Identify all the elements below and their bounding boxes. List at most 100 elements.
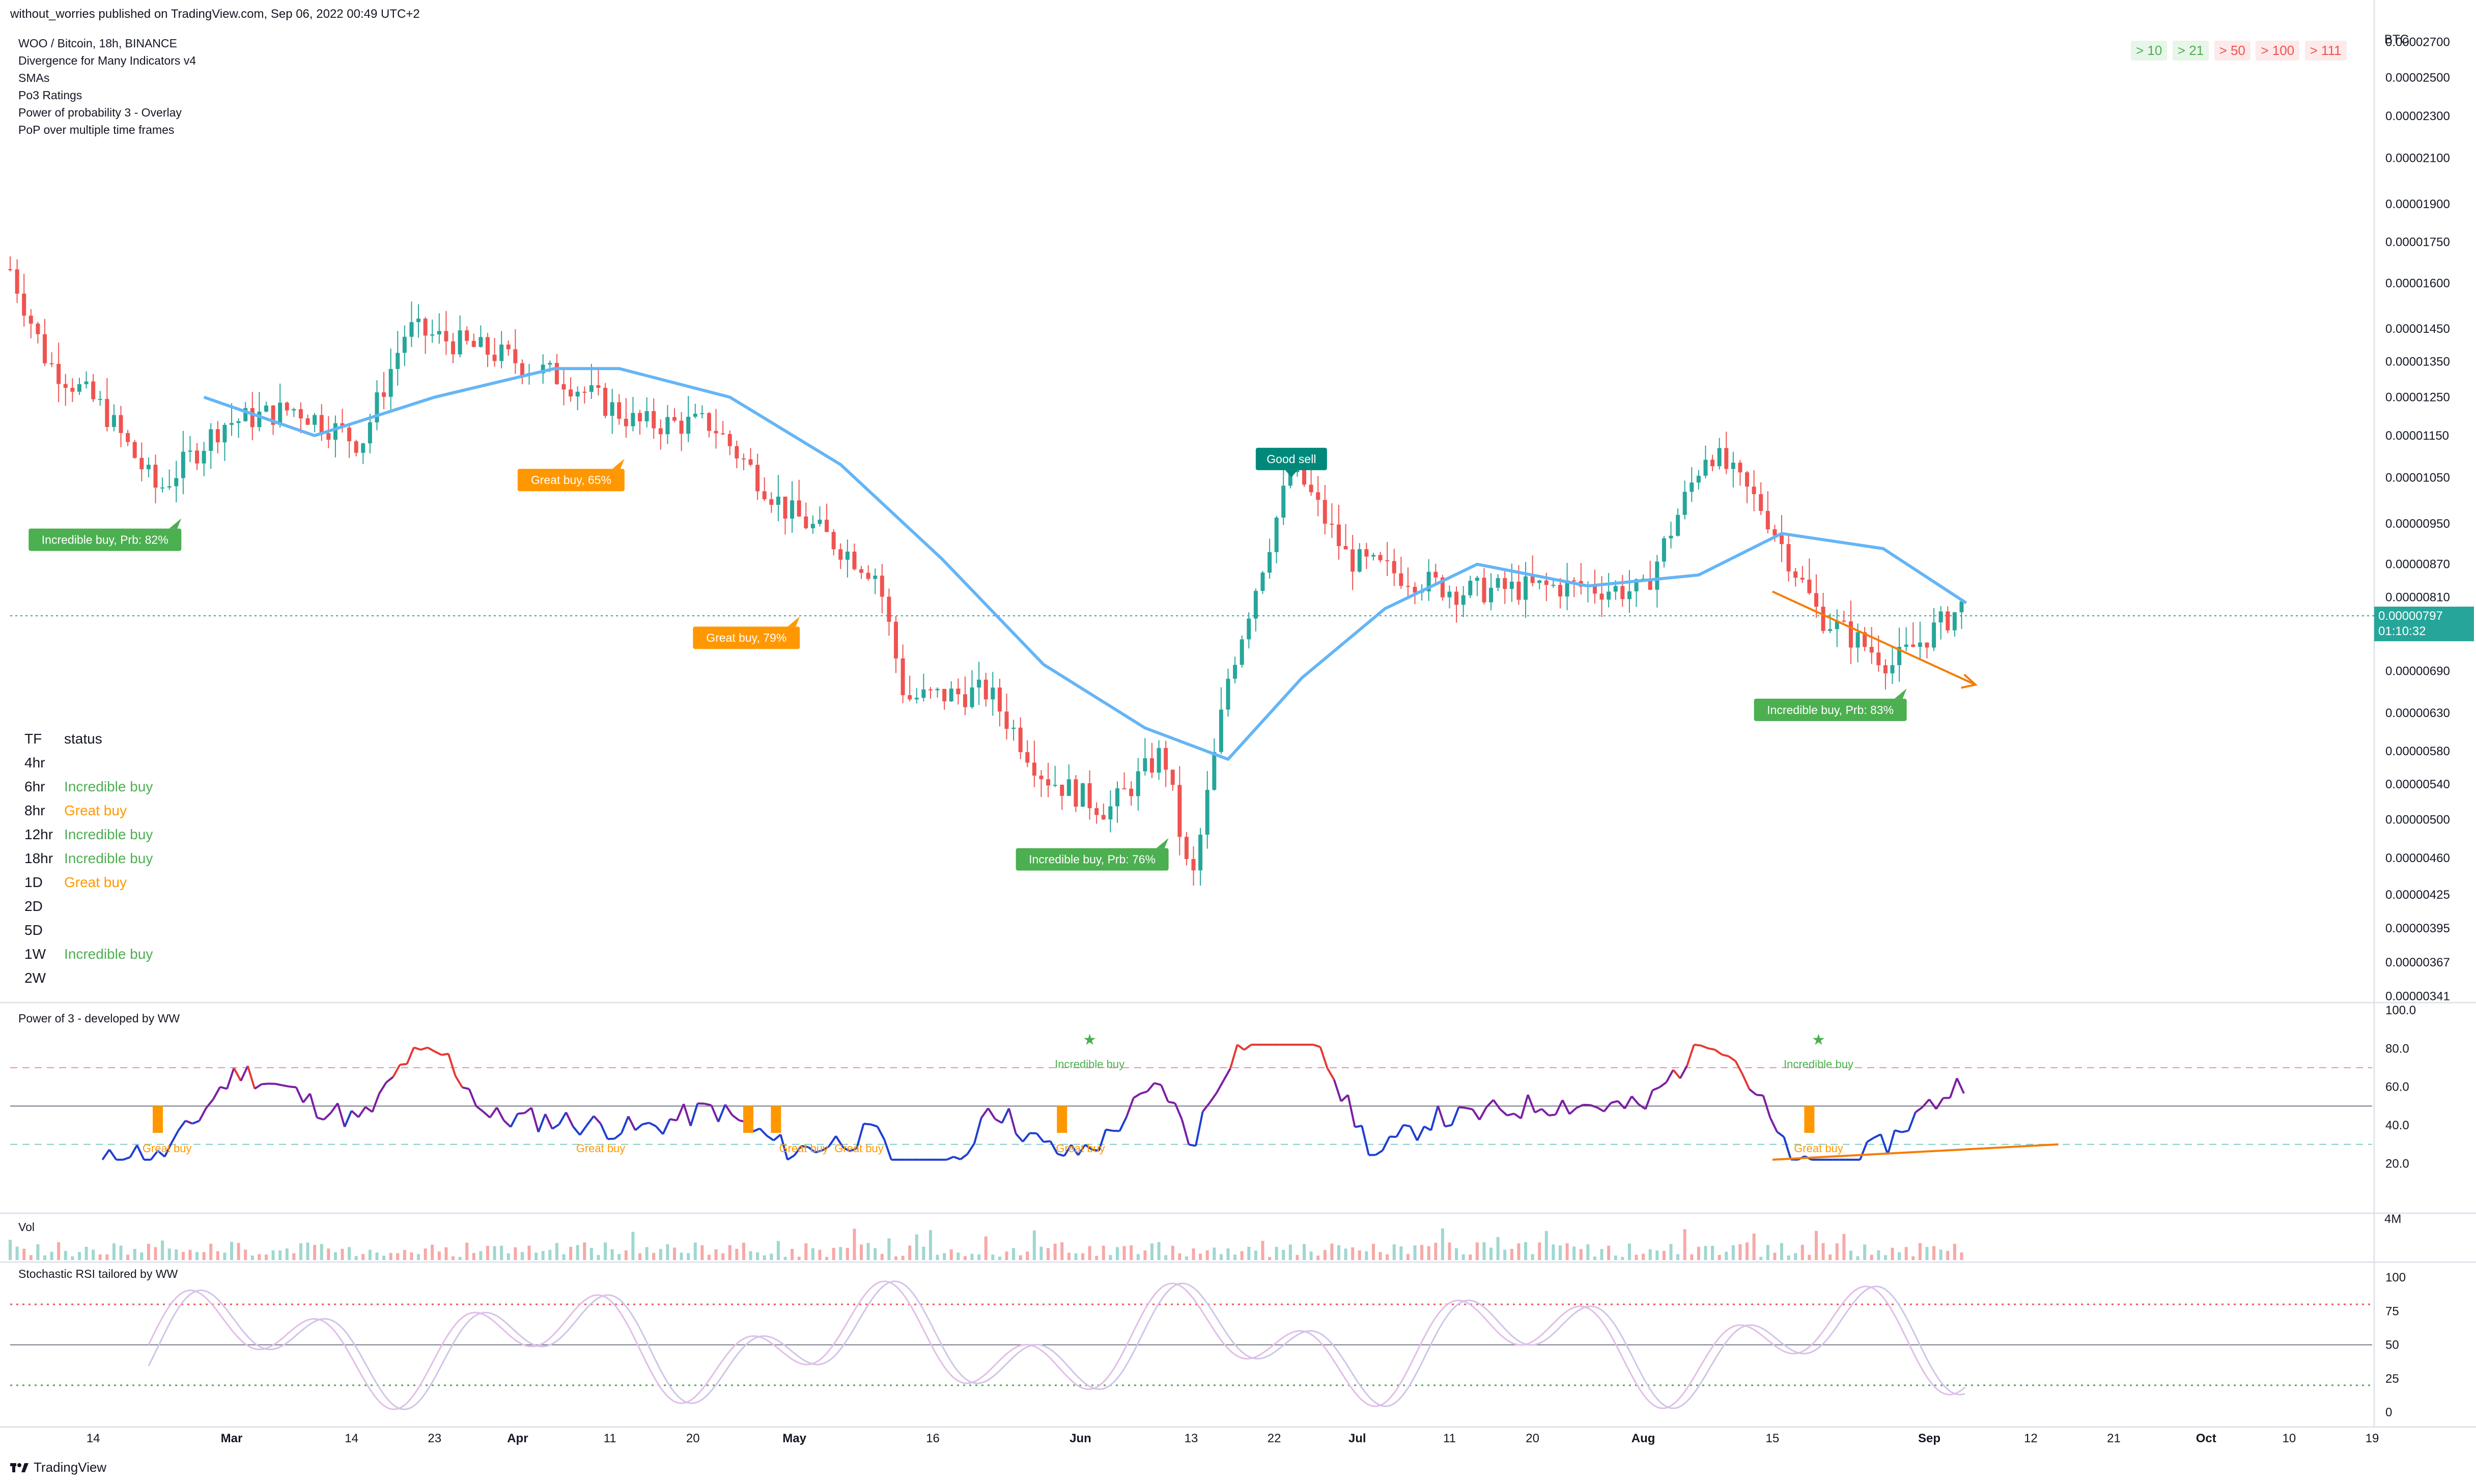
candle-body — [36, 323, 40, 334]
po3-line-segment — [1935, 1097, 1944, 1110]
indicator-name[interactable]: SMAs — [18, 71, 50, 84]
volume-bar — [465, 1242, 469, 1260]
po3-line-segment — [620, 1116, 630, 1134]
volume-bar — [354, 1256, 358, 1260]
volume-bar — [770, 1253, 773, 1260]
po3-line-segment — [129, 1145, 138, 1158]
volume-bar — [452, 1256, 455, 1260]
po3-line-segment — [1513, 1112, 1522, 1120]
po3-line-segment — [1520, 1094, 1529, 1119]
volume-bar — [1773, 1252, 1777, 1260]
volume-bar — [1669, 1244, 1673, 1260]
candle-body — [914, 698, 919, 700]
volume-bar — [126, 1254, 130, 1260]
indicator-name[interactable]: PoP over multiple time frames — [18, 123, 175, 136]
candle-body — [29, 316, 33, 324]
po3-line-segment — [406, 1047, 415, 1065]
candle-body — [845, 551, 850, 560]
po3-line-segment — [613, 1132, 623, 1140]
candle-body — [852, 551, 857, 569]
volume-bar — [493, 1246, 496, 1260]
volume-bar — [195, 1252, 199, 1260]
tf-cell: 1W — [24, 946, 46, 962]
candle-body — [1627, 591, 1631, 600]
candle-body — [499, 345, 504, 361]
volume-bar — [1510, 1248, 1513, 1260]
po3-line-segment — [441, 1052, 449, 1056]
vol-title[interactable]: Vol — [18, 1220, 35, 1234]
po3-line-segment — [1319, 1046, 1329, 1069]
po3-line-segment — [662, 1119, 671, 1135]
candle-body — [1828, 629, 1833, 631]
x-axis-label: 16 — [926, 1432, 940, 1445]
volume-bar — [264, 1254, 268, 1260]
volume-bar — [846, 1247, 849, 1260]
candle-body — [375, 392, 379, 422]
po3-tick-label: 80.0 — [2385, 1042, 2409, 1055]
po3-line-segment — [517, 1112, 525, 1115]
candle-body — [1911, 644, 1916, 647]
volume-bar — [444, 1247, 448, 1260]
signal-callout-text: Great buy, 79% — [706, 631, 786, 644]
candle-body — [804, 516, 808, 528]
candle-body — [1164, 748, 1168, 770]
candle-body — [977, 679, 981, 688]
po3-line-segment — [524, 1107, 532, 1114]
indicator-name[interactable]: Power of probability 3 - Overlay — [18, 106, 182, 119]
callout-tail — [612, 459, 625, 469]
po3-line-segment — [980, 1107, 989, 1119]
candle-body — [188, 450, 192, 452]
x-axis-label: 21 — [2107, 1432, 2121, 1445]
po3-line-segment — [1409, 1126, 1418, 1141]
volume-bar — [1496, 1237, 1500, 1260]
candle-body — [77, 384, 81, 392]
candle-body — [859, 569, 864, 573]
candle-body — [1046, 779, 1051, 786]
candle-body — [624, 418, 628, 426]
symbol-title[interactable]: WOO / Bitcoin, 18h, BINANCE — [18, 37, 177, 50]
po3-line-segment — [157, 1150, 165, 1158]
po3-line-segment — [482, 1110, 491, 1119]
volume-bar — [1247, 1246, 1251, 1260]
po3-line-segment — [1153, 1082, 1162, 1086]
candle-body — [257, 411, 262, 427]
po3-line-segment — [302, 1093, 311, 1103]
po3-line-segment — [496, 1107, 505, 1121]
volume-bar — [1718, 1254, 1721, 1260]
po3-line-segment — [655, 1125, 664, 1135]
candle-body — [160, 487, 165, 489]
candle-body — [49, 363, 54, 364]
po3-tick-label: 40.0 — [2385, 1119, 2409, 1132]
candle-body — [1869, 647, 1874, 653]
po3-line-segment — [1603, 1102, 1612, 1112]
candle-body — [354, 441, 358, 453]
po3-title[interactable]: Power of 3 - developed by WW — [18, 1012, 180, 1025]
indicator-name[interactable]: Po3 Ratings — [18, 89, 82, 102]
indicator-name[interactable]: Divergence for Many Indicators v4 — [18, 54, 196, 67]
candle-body — [1482, 578, 1486, 603]
po3-line-segment — [752, 1127, 761, 1133]
signal-callout-box — [1255, 447, 1327, 470]
candle-body — [326, 433, 331, 440]
signal-callout-text: Incredible buy, Prb: 76% — [1029, 853, 1156, 866]
candle-body — [554, 363, 559, 384]
po3-line-segment — [683, 1103, 692, 1127]
candle-body — [1032, 762, 1036, 776]
po3-line-segment — [400, 1063, 407, 1066]
tradingview-logo[interactable]: TradingView — [10, 1460, 106, 1475]
po3-line-segment — [1403, 1124, 1411, 1128]
status-cell: Incredible buy — [64, 826, 153, 842]
po3-line-segment — [1244, 1044, 1252, 1051]
star-icon: ★ — [1083, 1032, 1096, 1048]
price-tick-label: 0.00000690 — [2385, 665, 2450, 678]
candle-body — [388, 369, 393, 397]
candle-body — [1634, 579, 1639, 591]
volume-bar — [1240, 1251, 1244, 1260]
x-axis-label: Aug — [1631, 1432, 1655, 1445]
po3-line-segment — [773, 1133, 781, 1141]
stoch-d-line — [148, 1280, 1965, 1410]
volume-bar — [1150, 1243, 1153, 1260]
volume-bar — [749, 1251, 752, 1260]
stoch-title[interactable]: Stochastic RSI tailored by WW — [18, 1267, 178, 1280]
